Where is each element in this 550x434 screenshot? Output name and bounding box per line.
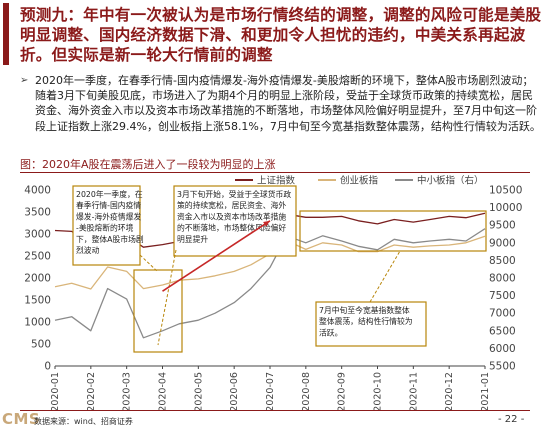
spring-rally-annotation-text: 资金入市以及资本市场改革措施	[177, 211, 286, 221]
q1-volatility-annotation-text: 下，整体A股市场剧	[76, 234, 144, 244]
footer-rule	[20, 410, 530, 411]
july-consolidation-annotation-text: 7月中旬至今宽基指数整体	[319, 305, 410, 315]
y-right-tick-label: 10500	[489, 185, 522, 197]
y-right-tick-label: 5500	[489, 361, 516, 373]
x-tick-label: 2020-02	[86, 372, 97, 412]
figure-title: 图：2020年A股在震荡后进入了一段较为明显的上涨	[20, 158, 276, 171]
y-right-tick-label: 6000	[489, 343, 516, 355]
x-tick-label: 2020-03	[122, 372, 133, 412]
y-right-tick-label: 6500	[489, 325, 516, 337]
x-tick-label: 2020-09	[337, 372, 348, 412]
y-right-tick-label: 7000	[489, 308, 516, 320]
rally-arrow-line	[162, 220, 271, 292]
h2-highlight-box	[299, 210, 487, 252]
y-left-tick-label: 3500	[24, 207, 51, 219]
y-right-tick-label: 9000	[489, 237, 516, 249]
x-tick-label: 2020-06	[229, 372, 240, 412]
y-left-tick-label: 1000	[24, 317, 51, 329]
bullet-text: 2020年一季度，在春季行情-国内疫情爆发-海外疫情爆发-美股熔断的环境下，整体…	[35, 74, 541, 133]
y-right-tick-label: 8000	[489, 273, 516, 285]
legend-label: 创业板指	[340, 175, 379, 187]
slide-title: 预测九：年中有一次被认为是市场行情终结的调整，调整的风险可能是美股明显调整、国内…	[20, 5, 542, 64]
data-source: 数据来源：wind、招商证券	[34, 417, 133, 426]
spring-rally-annotation-text: 策的持续宽松，居民资金、海外	[177, 200, 286, 210]
sme-index-line	[54, 228, 486, 339]
x-tick-label: 2020-05	[193, 372, 204, 412]
x-tick-label: 2020-08	[301, 372, 312, 412]
bullet-arrow-icon: ➢	[20, 75, 29, 86]
q1-annotation-leader	[139, 254, 159, 273]
q1-volatility-annotation-text: 2020年一季度，在	[76, 189, 143, 199]
july-consolidation-annotation-text: 活跃。	[319, 327, 342, 337]
spring-rally-annotation-text: 明显提升	[177, 234, 208, 244]
y-left-tick-label: 2000	[24, 273, 51, 285]
page-number: - 22 -	[498, 414, 525, 425]
legend-label: 上证指数	[257, 175, 296, 187]
x-tick-label: 2020-01	[50, 372, 61, 412]
q1-volatility-annotation-box	[72, 185, 141, 266]
legend-label: 中小板指（右）	[417, 175, 484, 187]
q1-highlight-box	[133, 269, 183, 353]
x-tick-label: 2020-07	[265, 372, 276, 412]
bullet-paragraph: ➢ 2020年一季度，在春季行情-国内疫情爆发-海外疫情爆发-美股熔断的环境下，…	[20, 73, 542, 134]
spring-annotation-leader	[157, 249, 177, 346]
spring-rally-annotation-text: 的不断落地，市场整体风险偏好	[177, 223, 286, 233]
july-annotation-leader	[369, 250, 401, 303]
spring-rally-annotation-text: 3月下旬开始，受益于全球货币政	[177, 189, 291, 199]
q1-volatility-annotation-text: 爆发-海外疫情爆发	[76, 211, 141, 221]
company-logo: CMS	[2, 410, 41, 428]
y-left-tick-label: 4000	[24, 185, 51, 197]
q1-volatility-annotation-text: -美股熔断的环境	[76, 223, 134, 233]
x-tick-label: 2020-11	[408, 372, 419, 412]
y-right-tick-label: 10000	[489, 202, 522, 214]
y-left-tick-label: 2500	[24, 251, 51, 263]
x-tick-label: 2020-12	[444, 372, 455, 412]
title-accent-bar	[3, 3, 9, 65]
july-consolidation-annotation-text: 整体震荡，结构性行情较为	[319, 316, 413, 326]
y-right-tick-label: 9500	[489, 220, 516, 232]
y-right-tick-label: 8500	[489, 255, 516, 267]
q1-volatility-annotation-text: 烈波动	[76, 245, 100, 255]
y-left-tick-label: 500	[31, 339, 51, 351]
y-left-tick-label: 1500	[24, 295, 51, 307]
y-right-tick-label: 7500	[489, 290, 516, 302]
x-tick-label: 2020-10	[373, 372, 384, 412]
y-left-tick-label: 0	[44, 361, 51, 373]
x-tick-label: 2021-01	[480, 372, 491, 412]
q1-volatility-annotation-text: 春季行情-国内疫情	[76, 200, 141, 210]
july-consolidation-annotation-box	[315, 301, 427, 347]
rally-arrow-head	[263, 220, 270, 227]
x-tick-label: 2020-04	[158, 372, 169, 412]
y-left-tick-label: 3000	[24, 229, 51, 241]
figure-title-rule	[20, 172, 530, 173]
